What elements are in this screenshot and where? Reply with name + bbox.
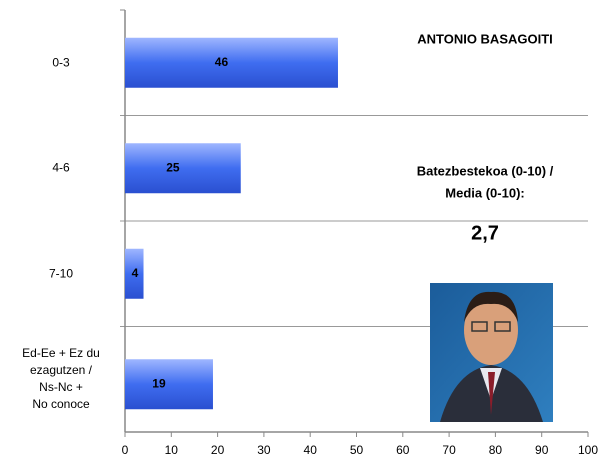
annotation-bg [455, 218, 515, 248]
y-tick-label: 4-6 [52, 160, 70, 175]
x-tick-label: 60 [396, 443, 410, 457]
annotation: Media (0-10): [445, 185, 524, 200]
y-tick-label: 0-3 [52, 55, 70, 70]
data-label: 25 [166, 160, 180, 174]
chart-title: ANTONIO BASAGOITI [417, 31, 553, 46]
x-tick-label: 20 [211, 443, 225, 457]
x-tick-label: 50 [350, 443, 364, 457]
bar [125, 248, 144, 299]
bar [125, 359, 213, 410]
data-label: 4 [132, 266, 139, 280]
annotation: 2,7 [471, 222, 499, 244]
x-tick-label: 10 [165, 443, 179, 457]
x-tick-label: 30 [257, 443, 271, 457]
bar [125, 37, 338, 88]
y-tick-label: Ed-Ee + Ez du ezagutzen / Ns-Nc + No con… [22, 346, 100, 412]
x-tick-label: 40 [304, 443, 318, 457]
x-tick-label: 100 [578, 443, 598, 457]
x-tick-label: 80 [489, 443, 503, 457]
photo [430, 283, 553, 422]
annotation: Batezbestekoa (0-10) / [417, 163, 554, 178]
x-tick-label: 70 [442, 443, 456, 457]
data-label: 19 [152, 376, 166, 390]
bar [125, 143, 241, 194]
x-tick-label: 90 [535, 443, 549, 457]
data-label: 46 [215, 55, 229, 69]
y-tick-label: 7-10 [48, 266, 74, 281]
plot: 0 10 20 30 40 50 60 70 80 90 100 46 25 4 19 2,7 [120, 9, 598, 457]
x-tick-label: 0 [122, 443, 129, 457]
